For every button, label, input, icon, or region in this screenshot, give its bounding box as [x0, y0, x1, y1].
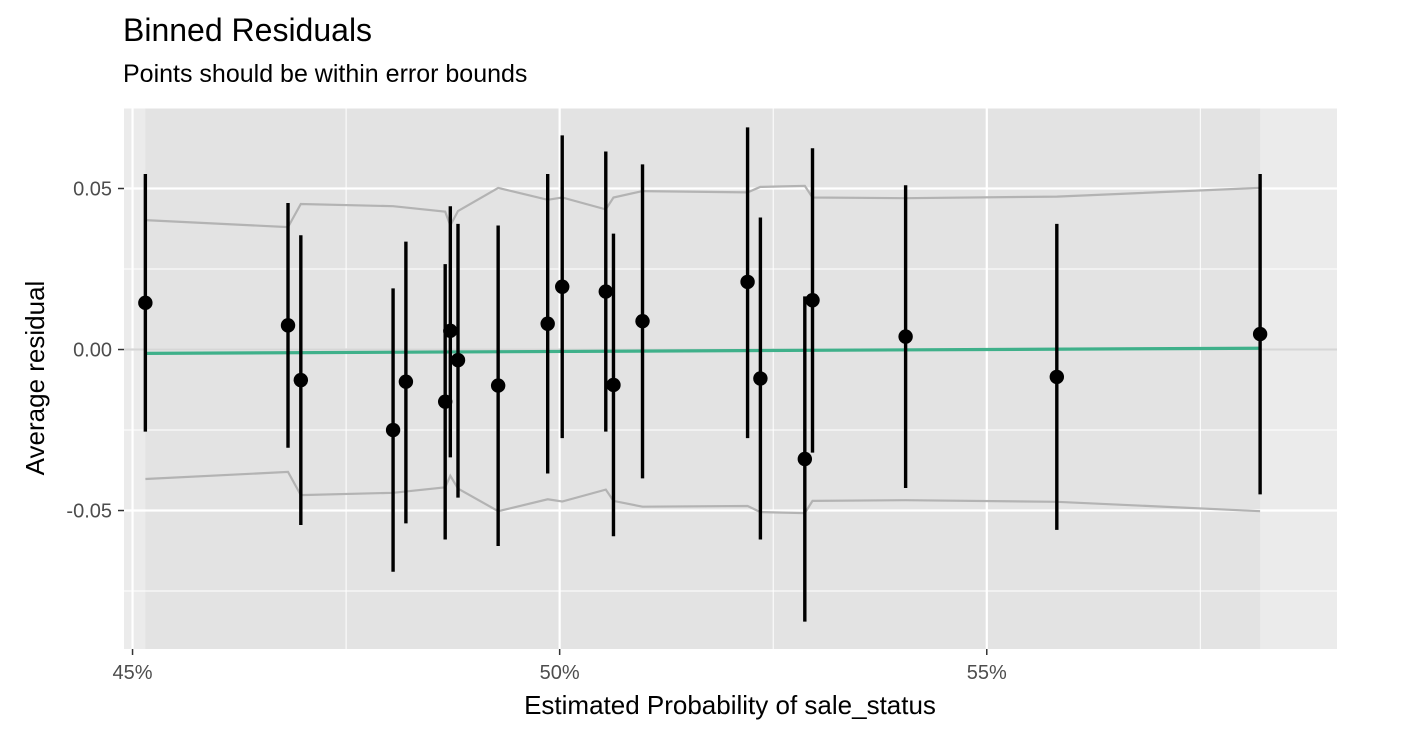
residual-point-4: [385, 288, 401, 572]
data-point: [138, 295, 153, 311]
y-tick-label: 0.05: [73, 179, 112, 201]
data-point: [898, 329, 913, 344]
x-axis: 45% 50% 55%: [113, 649, 1007, 684]
residual-point-15: [740, 127, 755, 439]
x-tick-label: 55%: [967, 662, 1007, 684]
chart-title: Binned Residuals: [123, 12, 373, 48]
residual-point-18: [805, 148, 820, 453]
residual-point-2: [280, 202, 296, 448]
residual-point-5: [398, 241, 414, 524]
data-point: [1049, 369, 1065, 385]
data-point: [555, 279, 570, 294]
data-point: [1252, 326, 1268, 342]
chart-subtitle: Points should be within error bounds: [123, 60, 528, 88]
residual-point-14: [635, 164, 650, 479]
x-tick-label: 50%: [540, 662, 580, 684]
data-point: [753, 371, 768, 386]
data-point: [540, 316, 555, 331]
data-point: [385, 422, 401, 438]
data-point: [635, 313, 650, 329]
residual-point-8: [450, 223, 466, 498]
data-point: [280, 318, 296, 333]
lower-error-bound: [145, 470, 1261, 515]
trend-line: [145, 346, 1261, 355]
data-point: [797, 451, 813, 467]
y-tick-label: -0.05: [66, 501, 112, 523]
data-point: [443, 323, 458, 339]
residual-point-12: [598, 151, 613, 432]
residual-point-10: [540, 174, 555, 474]
residual-point-11: [555, 135, 570, 439]
y-axis-title: Average residual: [20, 281, 50, 476]
residual-point-21: [1252, 174, 1268, 495]
residual-point-1: [138, 174, 153, 432]
data-point: [805, 293, 820, 308]
data-point: [740, 274, 755, 290]
residual-points: [138, 127, 1268, 622]
x-tick-label: 45%: [113, 662, 153, 684]
x-axis-title: Estimated Probability of sale_status: [524, 690, 936, 720]
data-point: [598, 284, 613, 299]
data-point: [293, 372, 309, 388]
residual-point-16: [753, 217, 768, 540]
residual-point-3: [293, 235, 309, 526]
data-point: [450, 352, 466, 368]
residual-point-9: [490, 225, 506, 546]
data-point: [398, 374, 414, 389]
residual-point-7: [443, 206, 458, 458]
shaded-band: [145, 108, 1261, 649]
residual-point-13: [606, 233, 621, 537]
data-point: [490, 378, 506, 393]
residual-point-20: [1049, 223, 1065, 530]
minor-gridlines: [124, 107, 1337, 649]
y-axis: -0.05 0.00 0.05: [66, 179, 124, 523]
residual-point-17: [797, 296, 813, 622]
y-tick-label: 0.00: [73, 340, 112, 362]
data-point: [606, 377, 621, 393]
residual-point-19: [898, 185, 913, 488]
